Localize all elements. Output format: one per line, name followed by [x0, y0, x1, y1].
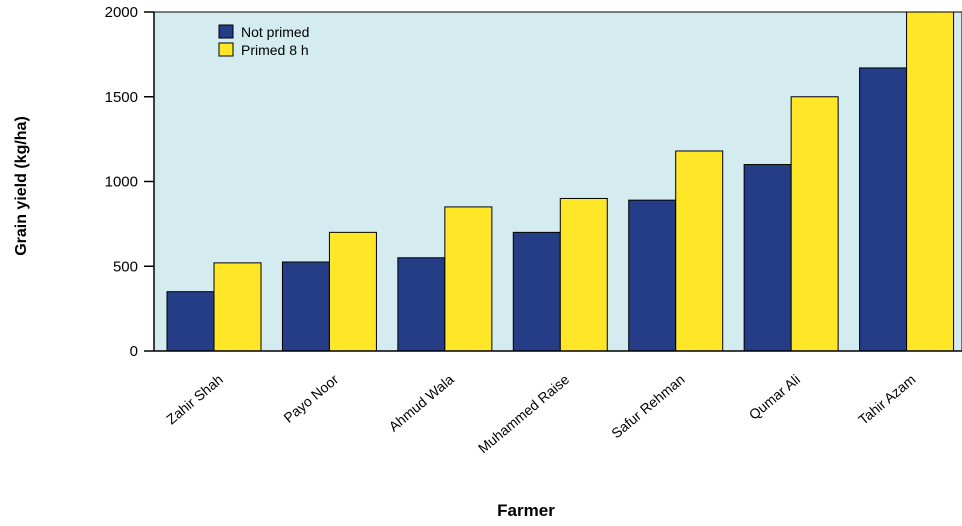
bar-primed-8h-payo-noor — [328, 231, 377, 352]
legend-swatch-0 — [218, 24, 234, 39]
y-tick-label-1500: 1500 — [105, 89, 138, 106]
bar-primed-8h-zahir-shah — [213, 262, 262, 352]
legend: Not primed Primed 8 h — [218, 24, 309, 58]
bar-not-primed-payo-noor — [281, 261, 330, 352]
y-tick-label-2000: 2000 — [105, 4, 138, 21]
bar-primed-8h-qumar-ali — [790, 96, 839, 352]
bar-not-primed-qumar-ali — [743, 164, 792, 352]
bar-not-primed-zahir-shah — [166, 291, 215, 352]
bar-primed-8h-tahir-azam — [906, 11, 955, 352]
bar-not-primed-tahir-azam — [859, 67, 908, 352]
x-tick-label-tahir-azam: Tahir Azam — [855, 371, 918, 428]
x-axis-title: Farmer — [497, 501, 555, 520]
bar-primed-8h-ahmud-wala — [444, 206, 493, 352]
bar-primed-8h-muhammed-raise — [559, 197, 608, 352]
bars — [166, 11, 955, 352]
legend-swatch-1 — [218, 42, 234, 57]
y-tick-label-0: 0 — [130, 343, 138, 360]
x-tick-label-safur-rehman: Safur Rehman — [608, 371, 687, 441]
bar-primed-8h-safur-rehman — [675, 150, 724, 352]
x-tick-labels: Zahir Shah Payo Noor Ahmud Wala Muhammed Ra… — [163, 371, 918, 456]
bar-not-primed-muhammed-raise — [512, 231, 561, 352]
y-tick-label-1000: 1000 — [105, 174, 138, 191]
x-tick-label-qumar-ali: Qumar Ali — [746, 371, 803, 423]
bar-not-primed-ahmud-wala — [397, 257, 446, 352]
x-tick-label-ahmud-wala: Ahmud Wala — [386, 371, 457, 435]
bar-not-primed-safur-rehman — [628, 199, 677, 352]
x-tick-label-zahir-shah: Zahir Shah — [163, 371, 226, 427]
legend-label-0: Not primed — [241, 24, 309, 40]
y-axis-title: Grain yield (kg/ha) — [13, 116, 30, 256]
legend-label-1: Primed 8 h — [241, 42, 309, 58]
y-tick-label-500: 500 — [113, 258, 138, 275]
x-tick-label-payo-noor: Payo Noor — [280, 371, 341, 426]
x-tick-label-muhammed-raise: Muhammed Raise — [475, 371, 572, 456]
y-ticks: 0 500 1000 1500 2000 — [105, 4, 154, 360]
